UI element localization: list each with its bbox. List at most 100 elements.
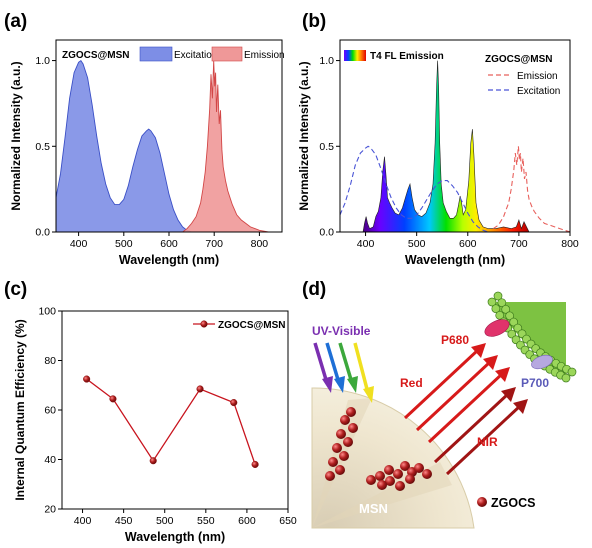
panel-b-legend: T4 FL Emission ZGOCS@MSN Emission Excita…	[344, 50, 560, 97]
lipid-head	[505, 311, 515, 321]
blue-arrow	[325, 342, 341, 384]
lipid-head	[487, 297, 497, 307]
panel-a-legend-excitation: Excitation	[174, 50, 217, 61]
zgocs-particle	[340, 415, 350, 425]
zgocs-particle	[385, 476, 395, 486]
thylakoid-membrane-icon	[484, 291, 577, 383]
zgocs-particle	[328, 457, 338, 467]
zgocs-legend-marker	[477, 497, 487, 507]
panel-b-x-tick-label: 700	[510, 238, 528, 250]
panel-b-frame	[339, 39, 571, 233]
panel-c-efficiency-line	[86, 378, 256, 465]
nir-label: NIR	[477, 435, 498, 449]
nir-arrow-1	[433, 392, 510, 464]
panel-a-legend-emission: Emission	[244, 50, 285, 61]
panel-c-x-label: Wavelength (nm)	[125, 530, 225, 544]
panel-b-x-ticks: 400 500 600 700 800	[357, 232, 579, 250]
lipid-head	[497, 298, 507, 308]
panel-c-legend: ZGOCS@MSN	[193, 320, 286, 331]
panel-a-legend-swatch-emission	[211, 46, 243, 62]
panel-a-x-label: Wavelength (nm)	[119, 253, 219, 267]
lipid-head	[567, 367, 577, 377]
zgocs-particle	[339, 451, 349, 461]
nir-arrowhead-2	[513, 399, 528, 414]
panel-c-data-point	[230, 399, 238, 407]
zgocs-particle	[400, 461, 410, 471]
zgocs-particle	[422, 469, 432, 479]
panel-b-legend-excitation: Excitation	[517, 86, 560, 97]
panel-a-y-tick-label: 1.0	[35, 55, 50, 67]
panel-a-label: (a)	[4, 11, 27, 32]
msn-pore-cone	[312, 462, 452, 528]
panel-c-x-tick-label: 450	[115, 515, 133, 527]
panel-b-label: (b)	[302, 11, 326, 32]
panel-b-t4-spectrum-line	[362, 60, 530, 232]
zgocs-particle	[395, 481, 405, 491]
lipid-head	[491, 304, 501, 314]
panel-c-x-ticks: 400 450 500 550 600 650	[74, 509, 297, 527]
nir-arrow-2	[445, 404, 522, 476]
panel-b-t4-spectrum-area	[363, 60, 530, 232]
p680-protein-icon	[484, 319, 510, 337]
zgocs-particle	[336, 429, 346, 439]
p700-label: P700	[521, 376, 549, 390]
panel-a-excitation-area	[56, 60, 192, 232]
panel-c-data-point	[149, 457, 157, 465]
panel-b-x-tick-label: 600	[459, 238, 477, 250]
panel-b-x-tick-label: 400	[357, 238, 375, 250]
lipid-head	[561, 373, 571, 383]
zgocs-particle	[346, 407, 356, 417]
panel-a-legend-swatch-excitation	[139, 46, 173, 62]
uv-visible-label: UV-Visible	[312, 324, 371, 338]
panel-a-x-tick-label: 700	[205, 238, 223, 250]
panel-b-y-ticks: 0.0 0.5 1.0	[319, 55, 340, 239]
panel-b-emission-line	[492, 146, 570, 232]
panel-c-x-tick-label: 550	[197, 515, 215, 527]
panel-a-x-ticks: 400 500 600 700 800	[70, 232, 268, 250]
green-arrow	[338, 342, 354, 384]
panel-c-frame	[61, 310, 289, 510]
panel-a-emission-area	[182, 60, 282, 232]
zgocs-particle	[384, 465, 394, 475]
panel-a-legend-title: ZGOCS@MSN	[62, 50, 130, 61]
zgocs-particle	[414, 463, 424, 473]
panel-b-excitation-line	[340, 145, 494, 232]
red-arrowhead-1	[471, 343, 486, 358]
lipid-head	[493, 291, 503, 301]
panel-c-y-label: Internal Quantum Efficiency (%)	[13, 319, 27, 500]
panel-a-x-tick-label: 400	[70, 238, 88, 250]
panel-c-data-point	[83, 375, 91, 383]
zgocs-particle	[405, 474, 415, 484]
panel-c-data-point	[109, 395, 117, 403]
panel-c-y-tick-label: 80	[44, 355, 56, 367]
panel-b-plot: 400 500 600 700 800 0.0 0.5 1.0 Wavelength (nm…	[297, 39, 579, 267]
yellow-arrowhead	[363, 386, 374, 403]
red-arrow-3	[427, 372, 504, 444]
panel-a-y-label: Normalized Intensity (a.u.)	[9, 61, 23, 210]
zgocs-particle	[375, 471, 385, 481]
panel-c-legend-label: ZGOCS@MSN	[218, 320, 286, 331]
panel-b-legend-swatch-spectrum	[344, 50, 366, 61]
panel-b-y-tick-label: 0.5	[319, 141, 334, 153]
zgocs-particle	[366, 475, 376, 485]
lipid-head	[495, 310, 505, 320]
panel-b-y-tick-label: 1.0	[319, 55, 334, 67]
yellow-arrow	[353, 342, 370, 394]
panel-c-x-tick-label: 500	[156, 515, 174, 527]
panel-a-y-ticks: 0.0 0.5 1.0	[35, 55, 56, 239]
panel-c-x-tick-label: 600	[238, 515, 256, 527]
red-arrowhead-2	[483, 355, 498, 370]
panel-a-x-tick-label: 800	[251, 238, 269, 250]
panel-a-plot: 400 500 600 700 800 0.0 0.5 1.0 Wavelength (nm…	[9, 39, 285, 267]
panel-b-y-label: Normalized Intensity (a.u.)	[297, 61, 311, 210]
panel-c-y-tick-label: 100	[38, 306, 56, 318]
panel-a-series	[55, 59, 282, 233]
p700-protein-icon	[531, 354, 553, 370]
zgocs-particle	[377, 480, 387, 490]
panel-c-y-tick-label: 40	[44, 454, 56, 466]
panel-d-diagram: MSN UV-Visible Red NIR	[311, 291, 577, 529]
panel-c-legend-marker	[200, 320, 208, 328]
zgocs-particle	[332, 443, 342, 453]
panel-c-label: (c)	[4, 279, 27, 300]
